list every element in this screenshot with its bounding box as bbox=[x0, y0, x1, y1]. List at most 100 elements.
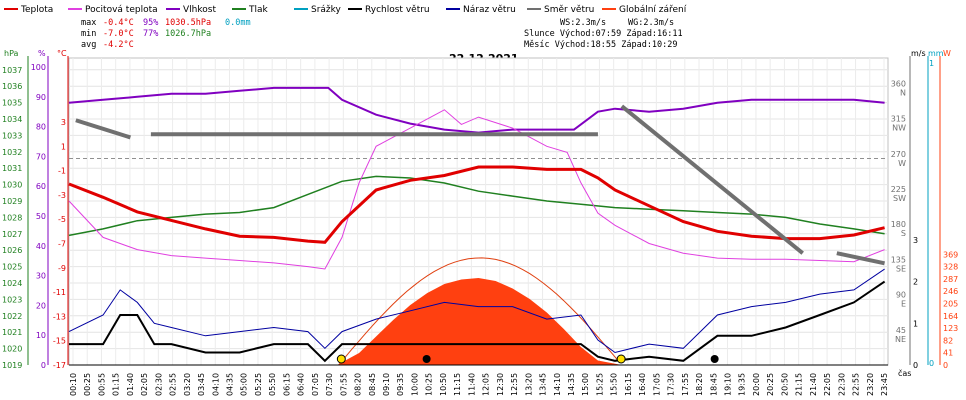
series-wind-gust bbox=[68, 268, 885, 354]
x-tick-label: 12:30 bbox=[496, 373, 505, 396]
x-tick-label: 22:05 bbox=[823, 373, 832, 396]
humidity-unit: % bbox=[38, 49, 46, 58]
x-tick-label: 04:35 bbox=[226, 373, 235, 396]
sun-info: Slunce Východ:07:59 Západ:16:11 bbox=[524, 29, 683, 39]
radiation-tick: 246 bbox=[943, 287, 958, 296]
series-wind-direction bbox=[836, 251, 886, 266]
x-tick-label: 16:15 bbox=[624, 373, 633, 396]
direction-tick-compass: N bbox=[900, 88, 906, 97]
direction-tick: 90 bbox=[896, 291, 906, 300]
sun-moon-info: WS:2.3m/s WG:2.3m/s Slunce Východ:07:59 … bbox=[524, 18, 683, 50]
direction-tick-compass: NE bbox=[895, 335, 906, 344]
x-tick-label: 15:50 bbox=[610, 373, 619, 396]
x-tick-label: 18:45 bbox=[709, 373, 718, 396]
x-tick-label: 20:50 bbox=[780, 373, 789, 396]
x-tick-label: 07:55 bbox=[339, 373, 348, 396]
rain-tick: 0 bbox=[929, 359, 934, 368]
radiation-tick: 164 bbox=[943, 312, 958, 321]
pressure-tick: 1035 bbox=[2, 99, 22, 108]
temperature-tick: -13 bbox=[53, 312, 66, 321]
pressure-tick: 1037 bbox=[2, 66, 22, 75]
x-tick-label: 21:15 bbox=[795, 373, 804, 396]
x-tick-label: 00:25 bbox=[83, 373, 92, 396]
x-tick-label: 07:05 bbox=[311, 373, 320, 396]
min-temp: -7.0°C bbox=[103, 29, 134, 39]
pressure-tick: 1019 bbox=[2, 361, 22, 370]
max-temp: -0.4°C bbox=[103, 18, 134, 28]
avg-temp: -4.2°C bbox=[103, 40, 134, 50]
direction-tick: 360 bbox=[891, 79, 906, 88]
wind-tick: 2 bbox=[913, 278, 918, 287]
x-tick-label: 01:15 bbox=[112, 373, 121, 396]
radiation-tick: 41 bbox=[943, 349, 953, 358]
legend-label: Globální záření bbox=[619, 5, 687, 15]
series-feels-like bbox=[68, 109, 885, 270]
pressure-tick: 1036 bbox=[2, 82, 22, 91]
x-tick-label: 00:10 bbox=[69, 373, 78, 396]
x-tick-label: 01:40 bbox=[126, 373, 135, 396]
x-tick-label: 10:00 bbox=[410, 373, 419, 396]
pressure-tick: 1031 bbox=[2, 164, 22, 173]
humidity-tick: 30 bbox=[36, 272, 46, 281]
legend-label: Směr větru bbox=[544, 5, 594, 15]
radiation-tick: 82 bbox=[943, 336, 953, 345]
pressure-tick: 1030 bbox=[2, 181, 22, 190]
humidity-tick: 60 bbox=[36, 182, 46, 191]
radiation-unit: W bbox=[943, 49, 951, 58]
humidity-tick: 90 bbox=[36, 93, 46, 102]
radiation-tick: 123 bbox=[943, 324, 958, 333]
x-tick-label: 23:20 bbox=[866, 373, 875, 396]
sunrise-icon bbox=[336, 354, 346, 364]
x-tick-label: 17:55 bbox=[681, 373, 690, 396]
x-tick-label: 03:45 bbox=[197, 373, 206, 396]
x-tick-label: 09:35 bbox=[396, 373, 405, 396]
legend-label: Vlhkost bbox=[183, 5, 216, 15]
x-tick-label: 14:10 bbox=[553, 373, 562, 396]
max-label: max bbox=[81, 18, 96, 28]
x-tick-label: 03:20 bbox=[183, 373, 192, 396]
x-tick-label: 18:20 bbox=[695, 373, 704, 396]
x-tick-label: 19:35 bbox=[738, 373, 747, 396]
x-tick-label: 15:00 bbox=[581, 373, 590, 396]
legend-label: Teplota bbox=[20, 5, 53, 15]
x-axis: 00:10 00:25 00:55 01:15 01:40 02:05 02:30 02:55… bbox=[69, 364, 889, 396]
legend-label: Pocitová teplota bbox=[85, 5, 158, 15]
humidity-tick: 20 bbox=[36, 301, 46, 310]
pressure-tick: 1025 bbox=[2, 263, 22, 272]
pressure-tick: 1020 bbox=[2, 345, 22, 354]
legend-label: Náraz větru bbox=[463, 5, 516, 15]
series-wind-direction bbox=[620, 104, 804, 255]
radiation-tick: 369 bbox=[943, 250, 958, 259]
legend-label: Tlak bbox=[248, 5, 269, 15]
pressure-tick: 1034 bbox=[2, 115, 22, 124]
min-humidity: 77% bbox=[143, 29, 158, 39]
wind-speed-info: WS:2.3m/s bbox=[560, 18, 606, 28]
direction-tick: 180 bbox=[891, 220, 906, 229]
direction-tick-compass: SW bbox=[893, 194, 906, 203]
temperature-tick: 3 bbox=[61, 118, 66, 127]
humidity-tick: 40 bbox=[36, 242, 46, 251]
right-axes: m/s mm W360N315NW270W225SW180S135SE90E45NE… bbox=[891, 49, 959, 370]
x-tick-label: 22:55 bbox=[852, 373, 861, 396]
temperature-tick: -17 bbox=[53, 361, 66, 370]
x-tick-label: 23:45 bbox=[880, 373, 889, 396]
wind-tick: 3 bbox=[913, 236, 918, 245]
x-tick-label: 02:30 bbox=[154, 373, 163, 396]
radiation-theoretical-arc bbox=[338, 257, 619, 366]
humidity-tick: 0 bbox=[41, 361, 46, 370]
humidity-tick: 50 bbox=[36, 212, 46, 221]
temperature-tick: -9 bbox=[58, 264, 66, 273]
series-wind-direction bbox=[75, 118, 132, 140]
x-tick-label: 13:45 bbox=[539, 373, 548, 396]
direction-tick: 45 bbox=[896, 326, 906, 335]
left-axes: hPa% °C1037103610351034103310321031103010… bbox=[2, 49, 69, 370]
x-tick-label: 20:00 bbox=[752, 373, 761, 396]
series-layer bbox=[68, 86, 886, 366]
x-tick-label: 11:15 bbox=[453, 373, 462, 396]
pressure-tick: 1033 bbox=[2, 131, 22, 140]
moonset-icon bbox=[422, 355, 431, 363]
temperature-tick: -5 bbox=[58, 215, 66, 224]
radiation-tick: 205 bbox=[943, 300, 958, 309]
x-tick-label: 19:10 bbox=[723, 373, 732, 396]
x-tick-label: 02:55 bbox=[169, 373, 178, 396]
